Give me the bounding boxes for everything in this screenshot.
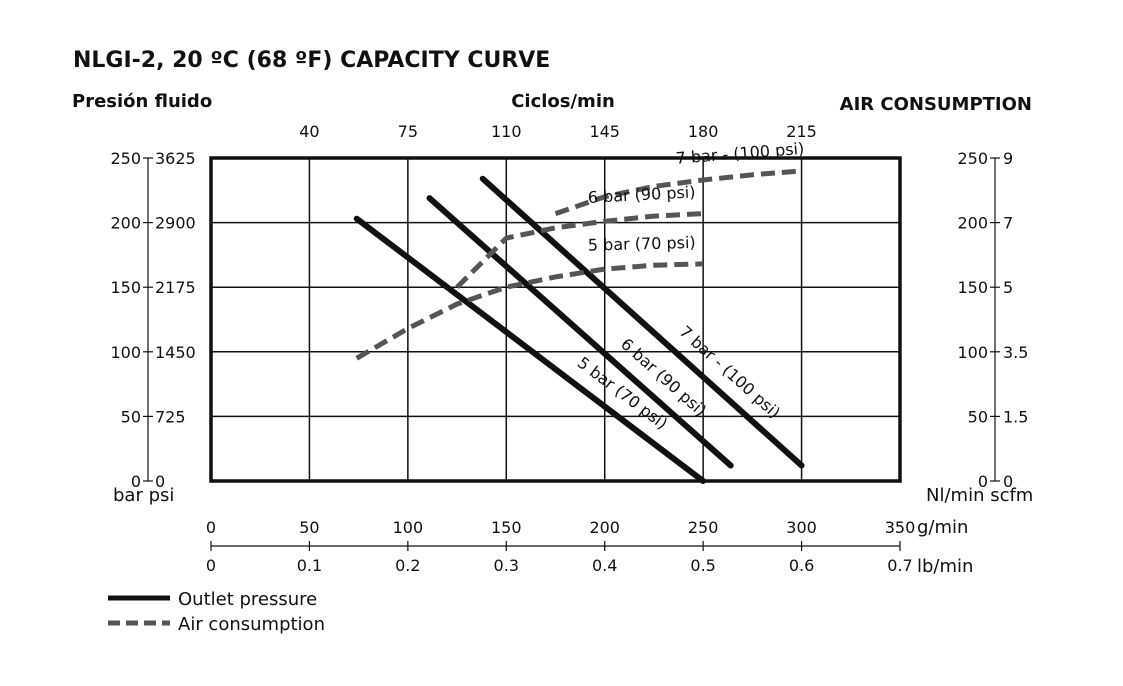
x-tick-label: 250 bbox=[688, 518, 719, 537]
top-axis-title: Ciclos/min bbox=[511, 91, 615, 112]
chart-title: NLGI-2, 20 ºC (68 ºF) CAPACITY CURVE bbox=[73, 48, 550, 73]
right-nl-tick-label: 200 bbox=[957, 214, 988, 233]
right-units-label: Nl/min scfm bbox=[926, 485, 1033, 506]
top-tick-label: 215 bbox=[786, 122, 817, 141]
x2-tick-label: 0 bbox=[206, 556, 216, 575]
legend-outlet-label: Outlet pressure bbox=[178, 589, 317, 610]
legend: Outlet pressure Air consumption bbox=[108, 589, 325, 635]
right-scfm-tick-label: 3.5 bbox=[1003, 343, 1028, 362]
x2-tick-label: 0.3 bbox=[494, 556, 519, 575]
right-scfm-tick-label: 0 bbox=[1003, 472, 1013, 491]
x-tick-label: 350 bbox=[885, 518, 916, 537]
left-psi-tick-label: 1450 bbox=[155, 343, 196, 362]
air-consumption-line bbox=[355, 261, 704, 361]
air-curve-label: 7 bar - (100 psi) bbox=[675, 139, 805, 168]
air-curve-label: 6 bar (90 psi) bbox=[587, 182, 696, 207]
x-secondary-units: lb/min bbox=[917, 556, 973, 577]
left-bar-tick-label: 50 bbox=[121, 407, 141, 426]
outlet-pressure-line bbox=[479, 175, 805, 469]
x-tick-label: 300 bbox=[786, 518, 817, 537]
right-scfm-tick-label: 9 bbox=[1003, 149, 1013, 168]
x-tick-label: 100 bbox=[393, 518, 424, 537]
legend-air-label: Air consumption bbox=[178, 614, 325, 635]
top-tick-label: 75 bbox=[398, 122, 418, 141]
left-psi-tick-label: 3625 bbox=[155, 149, 196, 168]
plot-frame bbox=[209, 156, 902, 483]
x-tick-label: 150 bbox=[491, 518, 522, 537]
air-consumption-line bbox=[554, 168, 802, 216]
right-axis-title: AIR CONSUMPTION bbox=[840, 94, 1032, 115]
x2-tick-label: 0.2 bbox=[395, 556, 420, 575]
right-scfm-tick-label: 5 bbox=[1003, 278, 1013, 297]
x-tick-label: 0 bbox=[206, 518, 216, 537]
right-nl-tick-label: 50 bbox=[968, 407, 988, 426]
right-scfm-tick-label: 1.5 bbox=[1003, 407, 1028, 426]
x2-tick-label: 0.4 bbox=[592, 556, 617, 575]
left-axis-title: Presión fluido bbox=[72, 91, 212, 112]
grid bbox=[211, 158, 900, 481]
x2-tick-label: 0.7 bbox=[887, 556, 912, 575]
x-tick-label: 200 bbox=[589, 518, 620, 537]
top-tick-label: 145 bbox=[589, 122, 620, 141]
top-tick-label: 40 bbox=[299, 122, 319, 141]
left-bar-tick-label: 0 bbox=[131, 472, 141, 491]
left-bar-tick-label: 150 bbox=[110, 278, 141, 297]
left-psi-tick-label: 2175 bbox=[155, 278, 196, 297]
outlet-pressure-line bbox=[426, 195, 734, 469]
x2-tick-label: 0.6 bbox=[789, 556, 814, 575]
left-psi-tick-label: 0 bbox=[155, 472, 165, 491]
right-scfm-tick-label: 7 bbox=[1003, 214, 1013, 233]
curve-labels: 5 bar (70 psi) 6 bar (90 psi) 7 bar - (100… bbox=[574, 139, 805, 433]
air-curve-label: 5 bar (70 psi) bbox=[588, 233, 696, 255]
right-nl-tick-label: 150 bbox=[957, 278, 988, 297]
left-units-label: bar psi bbox=[113, 485, 174, 506]
curves bbox=[353, 168, 805, 484]
x2-tick-label: 0.1 bbox=[297, 556, 322, 575]
x-primary-units: g/min bbox=[917, 517, 968, 538]
top-tick-label: 180 bbox=[688, 122, 719, 141]
left-bar-tick-label: 100 bbox=[110, 343, 141, 362]
top-tick-label: 110 bbox=[491, 122, 522, 141]
right-nl-tick-label: 100 bbox=[957, 343, 988, 362]
left-bar-tick-label: 200 bbox=[110, 214, 141, 233]
x2-tick-label: 0.5 bbox=[690, 556, 715, 575]
x-tick-label: 50 bbox=[299, 518, 319, 537]
right-nl-tick-label: 0 bbox=[978, 472, 988, 491]
left-psi-tick-label: 725 bbox=[155, 407, 186, 426]
left-psi-tick-label: 2900 bbox=[155, 214, 196, 233]
right-nl-tick-label: 250 bbox=[957, 149, 988, 168]
outlet-pressure-line bbox=[353, 215, 707, 484]
left-bar-tick-label: 250 bbox=[110, 149, 141, 168]
